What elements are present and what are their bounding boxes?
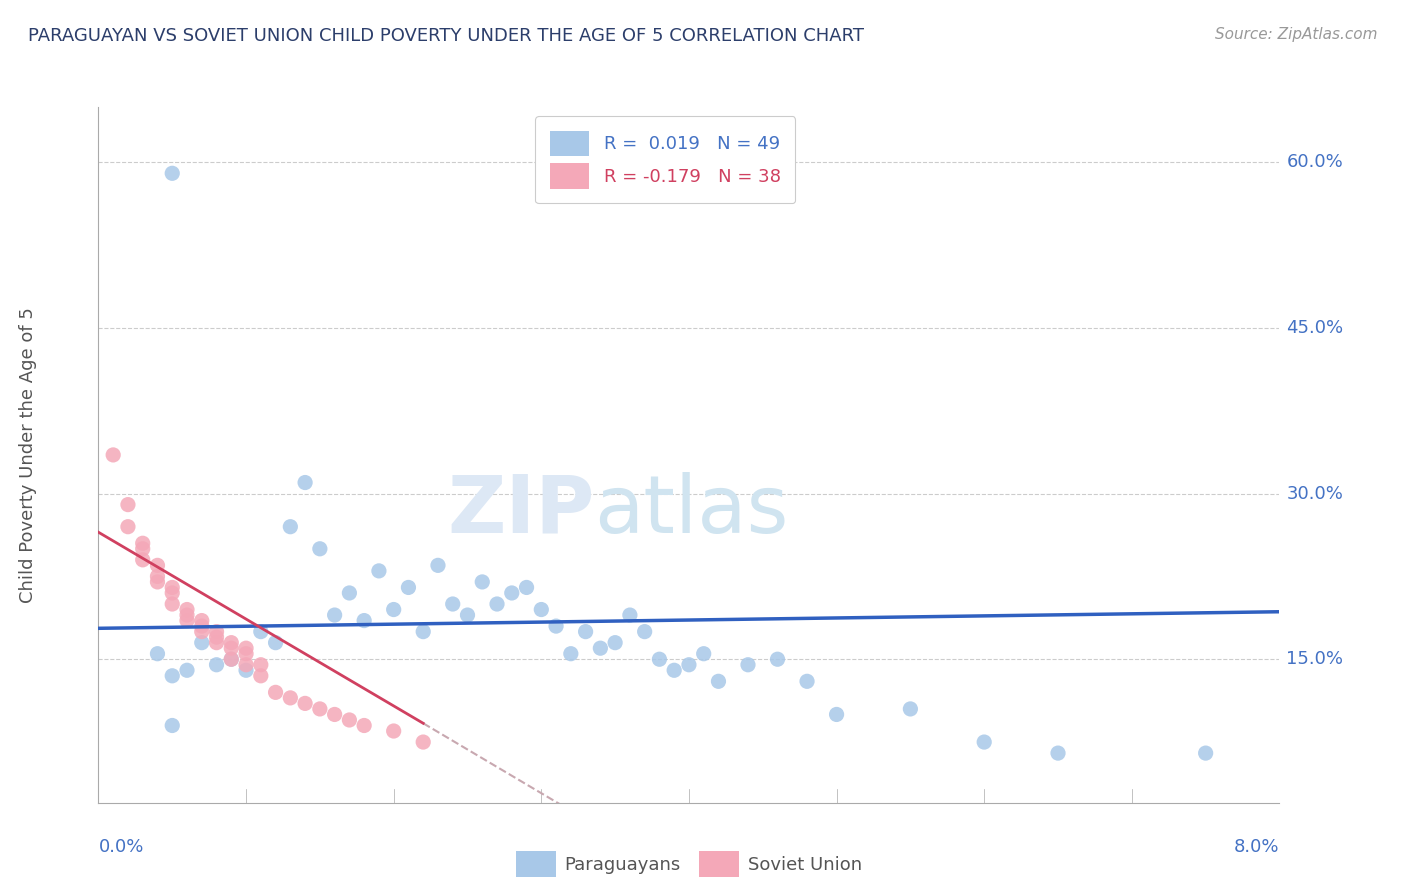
Point [162,597,183,611]
Point [162,166,183,180]
Point [515,581,537,595]
Point [501,586,523,600]
Point [146,647,169,661]
Text: 0.0%: 0.0% [98,838,143,856]
Point [205,635,228,649]
Point [191,624,214,639]
Point [973,735,995,749]
Point [441,597,464,611]
Point [235,657,257,672]
Point [205,624,228,639]
Point [353,614,375,628]
Point [250,624,273,639]
Point [219,635,242,649]
Point [1194,746,1216,760]
Point [205,630,228,644]
Text: Child Poverty Under the Age of 5: Child Poverty Under the Age of 5 [20,307,37,603]
Point [235,647,257,661]
Point [191,619,214,633]
Point [103,448,124,462]
Point [678,657,700,672]
Point [146,574,169,589]
Point [219,641,242,656]
Text: 8.0%: 8.0% [1234,838,1279,856]
Point [456,608,478,623]
Point [308,541,332,556]
Text: 45.0%: 45.0% [1286,319,1344,337]
Point [544,619,567,633]
Point [396,581,419,595]
Point [560,647,582,661]
Point [176,608,198,623]
Point [426,558,449,573]
Point [162,581,183,595]
Point [648,652,671,666]
Point [146,558,169,573]
Point [146,569,169,583]
Point [367,564,389,578]
Point [250,657,273,672]
Point [412,624,434,639]
Point [294,475,316,490]
Point [796,674,818,689]
Text: atlas: atlas [595,472,789,549]
Point [117,498,139,512]
Point [235,641,257,656]
Point [825,707,848,722]
Point [176,602,198,616]
Point [264,635,287,649]
Point [412,735,434,749]
Point [132,536,155,550]
Point [1046,746,1069,760]
Point [219,652,242,666]
Point [117,519,139,533]
Point [278,690,301,705]
Point [191,635,214,649]
Point [162,718,183,732]
Point [250,669,273,683]
Text: 30.0%: 30.0% [1286,484,1343,502]
Point [574,624,596,639]
Point [337,586,360,600]
Text: ZIP: ZIP [447,472,595,549]
Point [323,707,346,722]
Legend: Paraguayans, Soviet Union: Paraguayans, Soviet Union [509,844,869,884]
Point [619,608,641,623]
Point [589,641,612,656]
Point [191,614,214,628]
Point [176,614,198,628]
Point [308,702,332,716]
Point [485,597,508,611]
Point [382,602,405,616]
Point [162,669,183,683]
Point [605,635,627,649]
Point [176,663,198,677]
Point [471,574,494,589]
Point [353,718,375,732]
Point [162,586,183,600]
Point [278,519,301,533]
Text: PARAGUAYAN VS SOVIET UNION CHILD POVERTY UNDER THE AGE OF 5 CORRELATION CHART: PARAGUAYAN VS SOVIET UNION CHILD POVERTY… [28,27,865,45]
Text: 15.0%: 15.0% [1286,650,1344,668]
Point [294,697,316,711]
Text: 60.0%: 60.0% [1286,153,1343,171]
Text: Source: ZipAtlas.com: Source: ZipAtlas.com [1215,27,1378,42]
Point [219,652,242,666]
Point [337,713,360,727]
Point [264,685,287,699]
Point [693,647,716,661]
Point [132,553,155,567]
Point [633,624,655,639]
Point [205,657,228,672]
Point [664,663,686,677]
Point [132,541,155,556]
Point [766,652,789,666]
Point [737,657,759,672]
Point [235,663,257,677]
Point [530,602,553,616]
Point [707,674,730,689]
Point [898,702,921,716]
Point [382,724,405,739]
Point [323,608,346,623]
